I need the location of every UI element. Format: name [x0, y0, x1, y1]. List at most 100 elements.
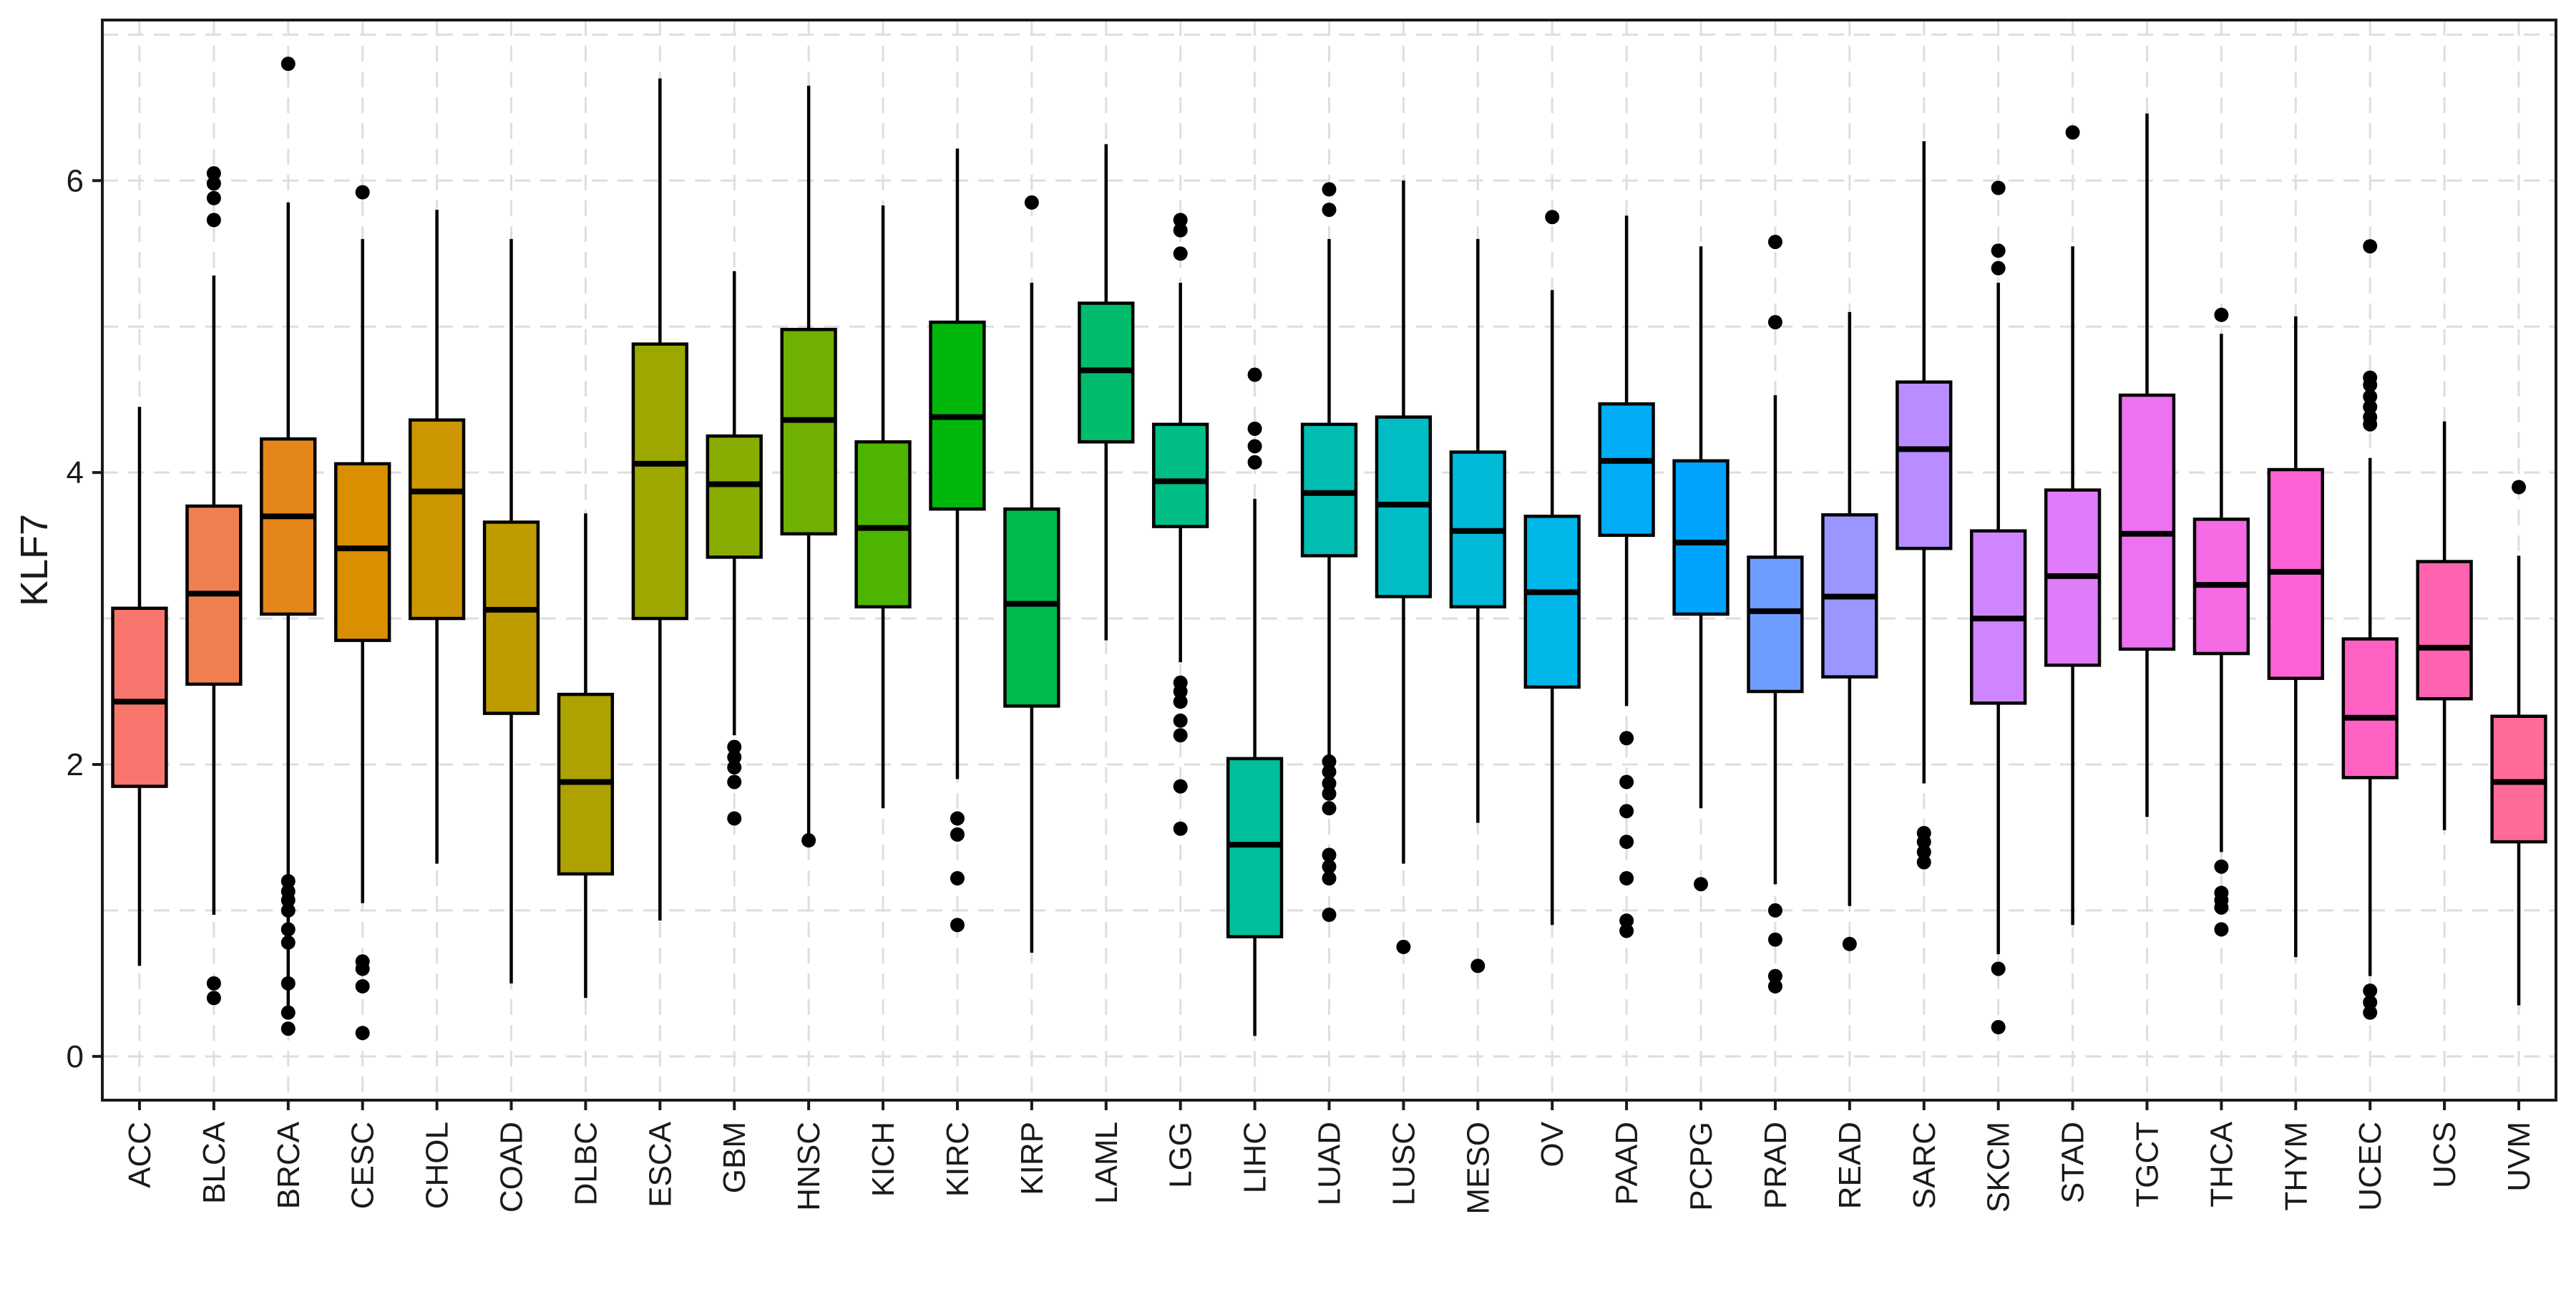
box-iqr [482, 520, 540, 715]
x-tick-label: CESC [346, 1122, 381, 1209]
outlier-point [2214, 900, 2229, 915]
outlier-point [1396, 939, 1411, 954]
x-tick-label: TGCT [2130, 1122, 2165, 1208]
outlier-point [355, 185, 370, 200]
box-meso [1449, 238, 1506, 973]
outlier-point [1619, 804, 1634, 819]
x-tick-label: KIRC [940, 1122, 975, 1197]
box-kirp [1003, 195, 1060, 953]
outlier-point [801, 833, 816, 848]
x-tick-label: COAD [494, 1122, 530, 1213]
x-tick-label: UCS [2427, 1122, 2462, 1188]
x-tick-label: PRAD [1758, 1122, 1793, 1209]
outlier-point [1173, 728, 1188, 743]
outlier-point [1916, 845, 1931, 860]
outlier-point [1322, 801, 1337, 816]
box-lihc [1226, 367, 1284, 1036]
outlier-point [355, 978, 370, 994]
x-tick-label: KICH [866, 1122, 901, 1197]
outlier-point [2214, 859, 2229, 874]
outlier-point [1767, 932, 1782, 947]
outlier-point [1619, 871, 1634, 886]
x-tick-label: OV [1535, 1121, 1570, 1167]
outlier-point [2363, 389, 2378, 404]
outlier-point [1991, 180, 2006, 195]
outlier-point [1619, 923, 1634, 938]
x-tick-label: LIHC [1238, 1122, 1273, 1193]
outlier-point [727, 760, 742, 775]
x-tick-label: LAML [1089, 1122, 1124, 1204]
outlier-point [2363, 417, 2378, 432]
outlier-point [727, 749, 742, 764]
box-iqr [408, 418, 466, 621]
x-tick-label: ESCA [643, 1121, 678, 1207]
outlier-point [1545, 210, 1560, 225]
outlier-point [1322, 203, 1337, 218]
x-tick-label: STAD [2056, 1122, 2091, 1203]
outlier-point [950, 827, 965, 842]
box-laml [1078, 144, 1135, 641]
outlier-point [2363, 239, 2378, 254]
box-acc [111, 407, 168, 966]
box-uvm [2490, 480, 2547, 1006]
outlier-point [206, 190, 221, 205]
box-brca [260, 57, 317, 1036]
outlier-point [206, 213, 221, 228]
outlier-point [1322, 859, 1337, 874]
x-tick-label: LUSC [1386, 1122, 1421, 1205]
x-tick-label: THCA [2204, 1121, 2239, 1207]
outlier-point [1322, 776, 1337, 791]
outlier-point [1247, 439, 1262, 454]
axis-layer: 0 2 4 6 ACC BLCA BRCA CESC CHOL COAD DLBC ESCA GBM HN… [67, 163, 2537, 1214]
outlier-point [1767, 903, 1782, 918]
x-tick-label: PAAD [1609, 1122, 1644, 1205]
box-coad [482, 238, 540, 983]
x-tick-label: PCPG [1684, 1122, 1719, 1211]
x-tick-label: MESO [1460, 1122, 1496, 1215]
box-blca [185, 166, 243, 1006]
x-tick-label: GBM [717, 1122, 752, 1193]
outlier-point [1767, 978, 1782, 994]
x-tick-label: LUAD [1312, 1122, 1347, 1205]
outlier-point [727, 774, 742, 790]
box-sarc [1896, 141, 1953, 870]
outlier-point [1842, 936, 1857, 951]
box-iqr [2118, 393, 2176, 651]
outlier-point [1767, 234, 1782, 249]
outlier-point [280, 1021, 296, 1036]
outlier-point [280, 874, 296, 889]
outlier-point [1916, 835, 1931, 850]
box-iqr [706, 434, 763, 559]
outlier-point [1322, 764, 1337, 779]
x-tick-label: THYM [2278, 1122, 2313, 1211]
outlier-point [1173, 684, 1188, 699]
box-kirc [929, 148, 986, 933]
outlier-point [206, 976, 221, 991]
box-iqr [1226, 757, 1284, 938]
box-iqr [1896, 380, 1953, 550]
outlier-point [280, 935, 296, 950]
y-tick-label: 2 [67, 747, 84, 782]
box-cesc [334, 185, 391, 1041]
outlier-point [206, 991, 221, 1006]
box-kich [854, 205, 912, 809]
x-tick-label: BRCA [271, 1121, 306, 1209]
box-iqr [2416, 560, 2473, 701]
outlier-point [1916, 855, 1931, 870]
outlier-point [206, 166, 221, 181]
box-esca [631, 78, 688, 921]
outlier-point [206, 176, 221, 191]
outlier-point [1470, 958, 1485, 973]
outlier-point [1991, 961, 2006, 976]
outlier-point [1619, 835, 1634, 850]
box-iqr [780, 328, 837, 536]
outlier-point [2363, 377, 2378, 392]
box-layer [111, 57, 2547, 1041]
outlier-point [1322, 871, 1337, 886]
box-iqr [854, 440, 912, 609]
outlier-point [280, 976, 296, 991]
outlier-point [1173, 246, 1188, 261]
box-iqr [1003, 507, 1060, 708]
x-tick-label: UCEC [2353, 1122, 2388, 1211]
outlier-point [1247, 455, 1262, 470]
